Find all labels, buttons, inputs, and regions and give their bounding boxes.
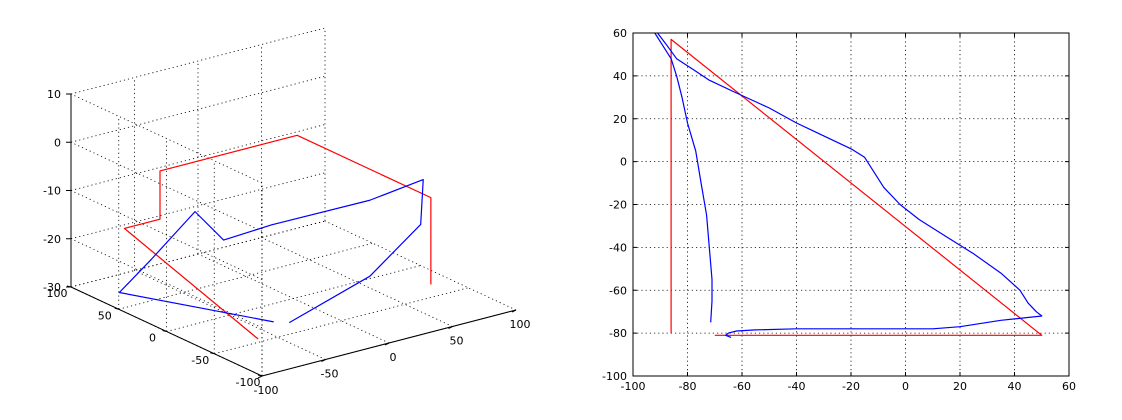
- y-tick-label: -20: [609, 199, 627, 212]
- y-tick-mark: [257, 374, 263, 377]
- z-tick-label: 10: [47, 88, 61, 101]
- series-line-3d: [123, 134, 432, 340]
- grid-line: [70, 220, 326, 288]
- y-tick-label: 50: [98, 309, 112, 322]
- y-tick-mark: [114, 307, 119, 310]
- y-tick-label: -100: [236, 376, 261, 389]
- x-tick-label: -20: [842, 380, 860, 393]
- y-tick-label: -50: [191, 354, 209, 367]
- y-tick-label: 40: [613, 70, 627, 83]
- y-tick-label: 20: [613, 113, 627, 126]
- grid-line: [118, 242, 373, 310]
- grid-line: [70, 124, 326, 191]
- grid-line: [70, 238, 263, 329]
- grid-line: [324, 220, 517, 311]
- x-tick-label: -100: [254, 384, 279, 397]
- x-tick-mark: [321, 359, 326, 362]
- z-tick-label: -30: [43, 281, 61, 294]
- x-tick-label: -50: [321, 368, 339, 381]
- y-tick-label: 0: [620, 156, 627, 169]
- x-tick-mark: [511, 309, 517, 313]
- x-tick-label: 50: [450, 335, 464, 348]
- x-tick-mark: [448, 326, 453, 329]
- grid-line: [70, 93, 263, 184]
- x-tick-label: -80: [679, 380, 697, 393]
- y-tick-label: -80: [609, 327, 627, 340]
- grid-line: [70, 190, 263, 280]
- y-tick-label: -60: [609, 284, 627, 297]
- z-tick-label: -10: [43, 185, 61, 198]
- x-tick-label: 100: [510, 318, 531, 331]
- y-tick-mark: [162, 330, 167, 332]
- y-tick-mark: [210, 352, 215, 355]
- y-tick-label: 0: [149, 332, 156, 345]
- series-line-2d: [670, 38, 1043, 336]
- grid-line: [70, 75, 326, 143]
- plot-frame: [632, 32, 1070, 377]
- x-tick-label: -40: [788, 380, 806, 393]
- z-tick-label: -20: [43, 233, 61, 246]
- x-tick-label: 0: [390, 351, 397, 364]
- series-line-2d: [657, 32, 1043, 338]
- x-tick-label: -100: [621, 380, 646, 393]
- x-tick-mark: [384, 342, 390, 346]
- grid-line: [214, 287, 469, 355]
- x-tick-label: 0: [902, 380, 909, 393]
- grid-line: [70, 141, 263, 232]
- y-tick-label: 100: [47, 287, 68, 300]
- x-tick-label: 40: [1008, 380, 1022, 393]
- grid-line: [166, 265, 421, 332]
- y-tick-label: 60: [613, 27, 627, 40]
- grid-line: [70, 172, 326, 240]
- z-tick-label: 0: [54, 136, 61, 149]
- series-line-3d: [118, 179, 424, 324]
- x-tick-label: 20: [953, 380, 967, 393]
- series-line-2d: [654, 32, 713, 323]
- y-tick-label: -40: [609, 241, 627, 254]
- y-tick-label: -100: [602, 370, 627, 383]
- x-tick-label: -60: [733, 380, 751, 393]
- x-tick-label: 60: [1062, 380, 1076, 393]
- grid-line: [261, 237, 453, 327]
- grid-line: [70, 27, 326, 95]
